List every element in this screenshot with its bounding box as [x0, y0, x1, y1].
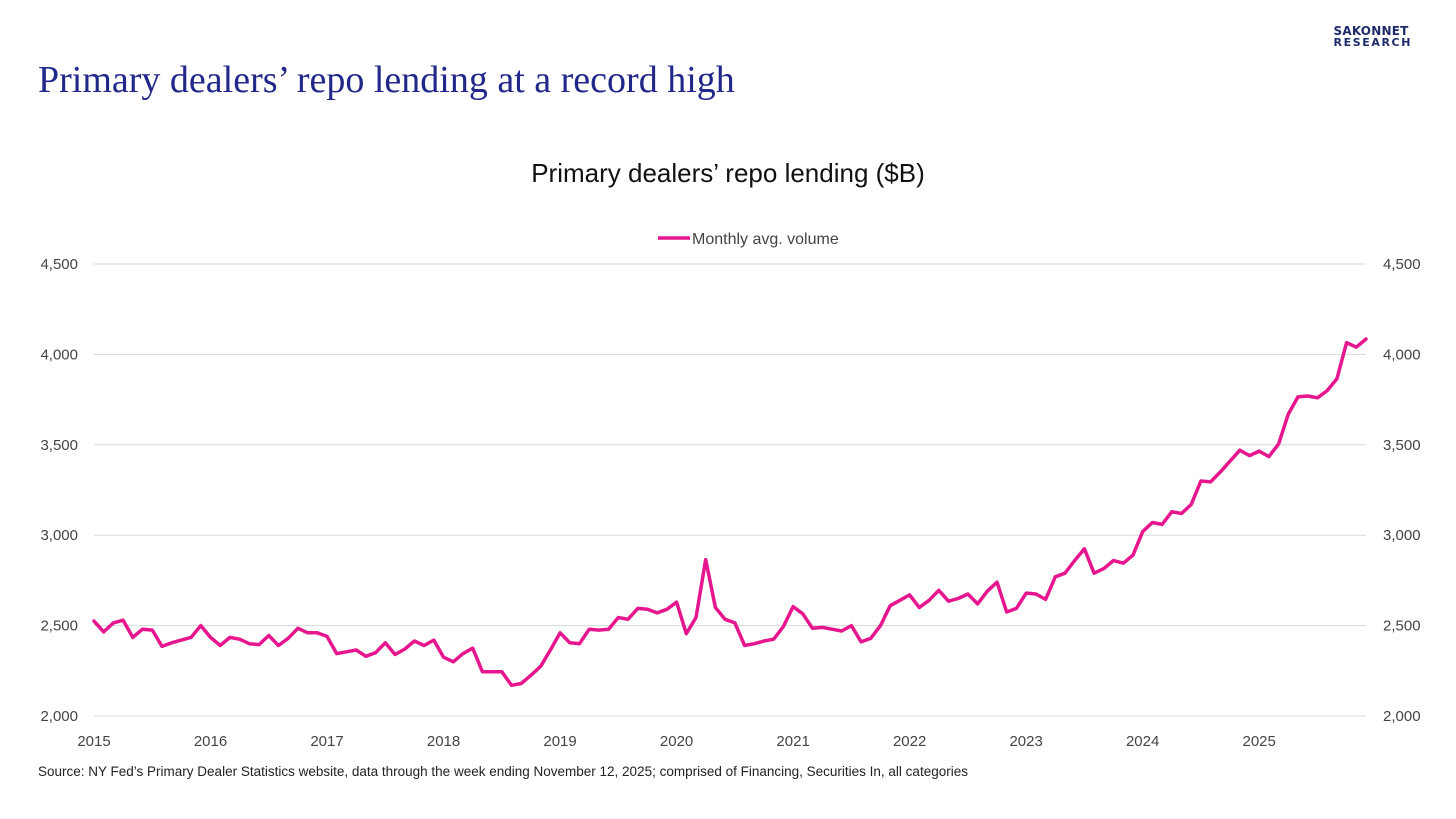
x-tick-label: 2022 — [893, 733, 926, 750]
y-tick-label-right: 4,000 — [1383, 346, 1421, 363]
source-note: Source: NY Fed’s Primary Dealer Statisti… — [38, 764, 968, 779]
chart-title: Primary dealers’ repo lending ($B) — [531, 158, 925, 188]
x-tick-label: 2023 — [1009, 733, 1042, 750]
legend: Monthly avg. volume — [658, 231, 839, 248]
x-tick-label: 2025 — [1243, 733, 1276, 750]
y-tick-label-right: 2,000 — [1383, 708, 1421, 725]
y-tick-label-right: 4,500 — [1383, 256, 1421, 273]
x-tick-label: 2019 — [543, 733, 576, 750]
y-tick-label-left: 2,000 — [40, 708, 78, 725]
x-tick-label: 2017 — [310, 733, 343, 750]
y-tick-label-left: 3,000 — [40, 527, 78, 544]
y-tick-label-right: 2,500 — [1383, 618, 1421, 635]
x-tick-label: 2016 — [194, 733, 227, 750]
y-tick-label-left: 4,000 — [40, 346, 78, 363]
axis-labels: 2,000 2,000 2,500 2,500 3,000 3,000 3,500 3,500… — [40, 256, 1420, 750]
series-layer — [92, 337, 1368, 688]
y-tick-label-right: 3,500 — [1383, 437, 1421, 454]
y-tick-label-left: 3,500 — [40, 437, 78, 454]
brand-logo: SAKONNET RESEARCH — [1333, 24, 1412, 49]
y-tick-label-right: 3,000 — [1383, 527, 1421, 544]
series-line-monthly-avg-volume — [92, 337, 1368, 688]
y-tick-label-left: 4,500 — [40, 256, 78, 273]
page-title: Primary dealers’ repo lending at a recor… — [38, 59, 735, 101]
x-tick-label: 2018 — [427, 733, 460, 750]
x-tick-label: 2020 — [660, 733, 693, 750]
x-tick-label: 2021 — [776, 733, 809, 750]
legend-label: Monthly avg. volume — [692, 231, 839, 248]
x-tick-label: 2024 — [1126, 733, 1159, 750]
brand-subname: RESEARCH — [1333, 36, 1412, 49]
y-tick-label-left: 2,500 — [40, 618, 78, 635]
brand-name: SAKONNET — [1333, 24, 1409, 38]
x-tick-label: 2015 — [77, 733, 110, 750]
gridlines — [94, 263, 1366, 717]
